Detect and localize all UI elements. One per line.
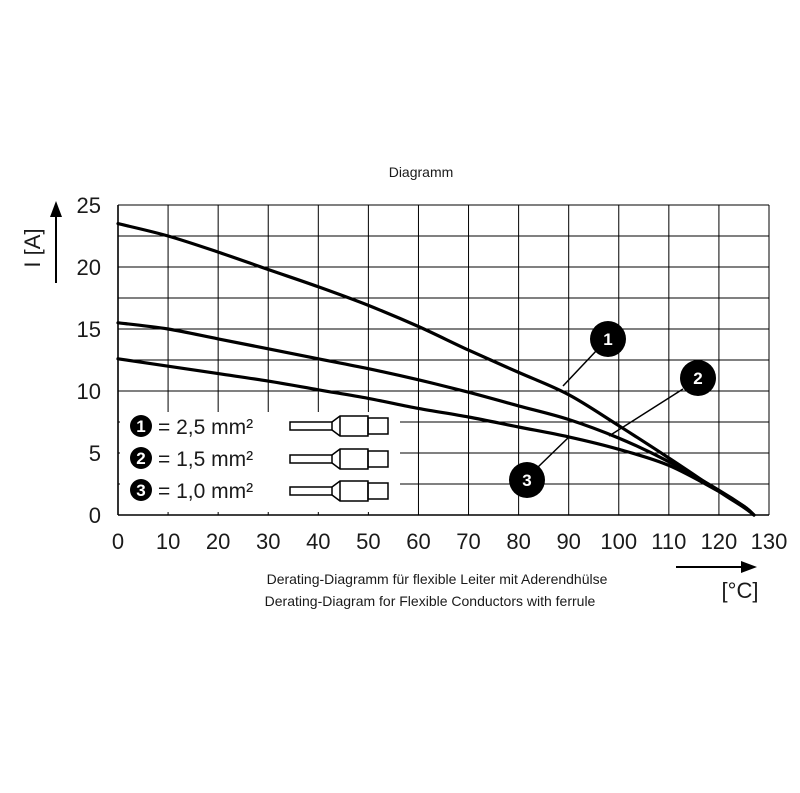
series-lines xyxy=(116,222,756,517)
curve-marker-3-label: 3 xyxy=(522,471,531,490)
caption-german: Derating-Diagramm für flexible Leiter mi… xyxy=(267,571,608,587)
ferrule-icon xyxy=(289,448,389,470)
chart-title: Diagramm xyxy=(389,164,454,180)
curve-marker-1-label: 1 xyxy=(603,330,612,349)
curve-marker-2-badge xyxy=(680,360,716,396)
x-tick-label: 120 xyxy=(701,529,738,554)
x-tick-label: 40 xyxy=(306,529,330,554)
x-tick-label: 50 xyxy=(356,529,380,554)
x-tick-label: 10 xyxy=(156,529,180,554)
curve-marker-2: 2 xyxy=(608,360,716,437)
legend-marker-2-label: 2 xyxy=(136,449,145,468)
curve-marker-3: 3 xyxy=(509,435,571,498)
x-tick-labels: 0 10 20 30 40 50 60 70 80 90 100 110 120 130 xyxy=(112,529,787,554)
legend-marker-3-label: 3 xyxy=(136,481,145,500)
caption-english: Derating-Diagram for Flexible Conductors… xyxy=(265,593,596,609)
x-tick-label: 100 xyxy=(600,529,637,554)
legend-label-2: = 1,5 mm² xyxy=(158,448,253,471)
legend-entry-2: 2 = 1,5 mm² xyxy=(130,447,389,471)
y-tick-label: 10 xyxy=(77,379,101,404)
grid xyxy=(117,204,770,516)
x-axis-label: [°C] xyxy=(722,578,759,603)
x-tick-label: 90 xyxy=(556,529,580,554)
y-tick-label: 25 xyxy=(77,193,101,218)
curve-marker-2-label: 2 xyxy=(693,369,702,388)
x-tick-label: 30 xyxy=(256,529,280,554)
legend-label-3: = 1,0 mm² xyxy=(158,480,253,503)
curve-marker-2-leader xyxy=(608,388,684,437)
curve-marker-3-badge xyxy=(509,462,545,498)
legend-marker-2 xyxy=(130,447,152,469)
y-axis-arrow-head xyxy=(50,201,62,217)
x-tick-label: 60 xyxy=(406,529,430,554)
legend-marker-1 xyxy=(130,415,152,437)
legend: 1 = 2,5 mm² 2 = 1,5 mm² 3 = 1,0 mm xyxy=(120,412,400,512)
x-tick-label: 130 xyxy=(751,529,788,554)
legend-label-1: = 2,5 mm² xyxy=(158,416,253,439)
y-tick-label: 20 xyxy=(77,255,101,280)
curve-marker-1: 1 xyxy=(562,321,626,387)
ferrule-icon xyxy=(289,415,389,437)
ferrule-icon xyxy=(289,480,389,502)
curve-marker-3-leader xyxy=(536,435,571,469)
curve-marker-1-badge xyxy=(590,321,626,357)
x-tick-label: 70 xyxy=(456,529,480,554)
y-tick-label: 15 xyxy=(77,317,101,342)
y-tick-labels: 0 5 10 15 20 25 xyxy=(77,193,101,528)
x-axis-arrow-head xyxy=(741,561,757,573)
legend-entry-1: 1 = 2,5 mm² xyxy=(130,415,389,439)
x-tick-label: 110 xyxy=(651,529,686,554)
legend-marker-1-label: 1 xyxy=(136,417,145,436)
series-line-3 xyxy=(116,357,756,517)
x-tick-label: 80 xyxy=(506,529,530,554)
y-tick-label: 5 xyxy=(89,441,101,466)
legend-background xyxy=(120,412,400,512)
legend-marker-3 xyxy=(130,479,152,501)
x-tick-label: 0 xyxy=(112,529,124,554)
y-tick-label: 0 xyxy=(89,503,101,528)
curve-marker-1-leader xyxy=(562,349,598,387)
y-axis-label: I [A] xyxy=(20,228,45,267)
legend-entry-3: 3 = 1,0 mm² xyxy=(130,479,389,503)
x-tick-label: 20 xyxy=(206,529,230,554)
